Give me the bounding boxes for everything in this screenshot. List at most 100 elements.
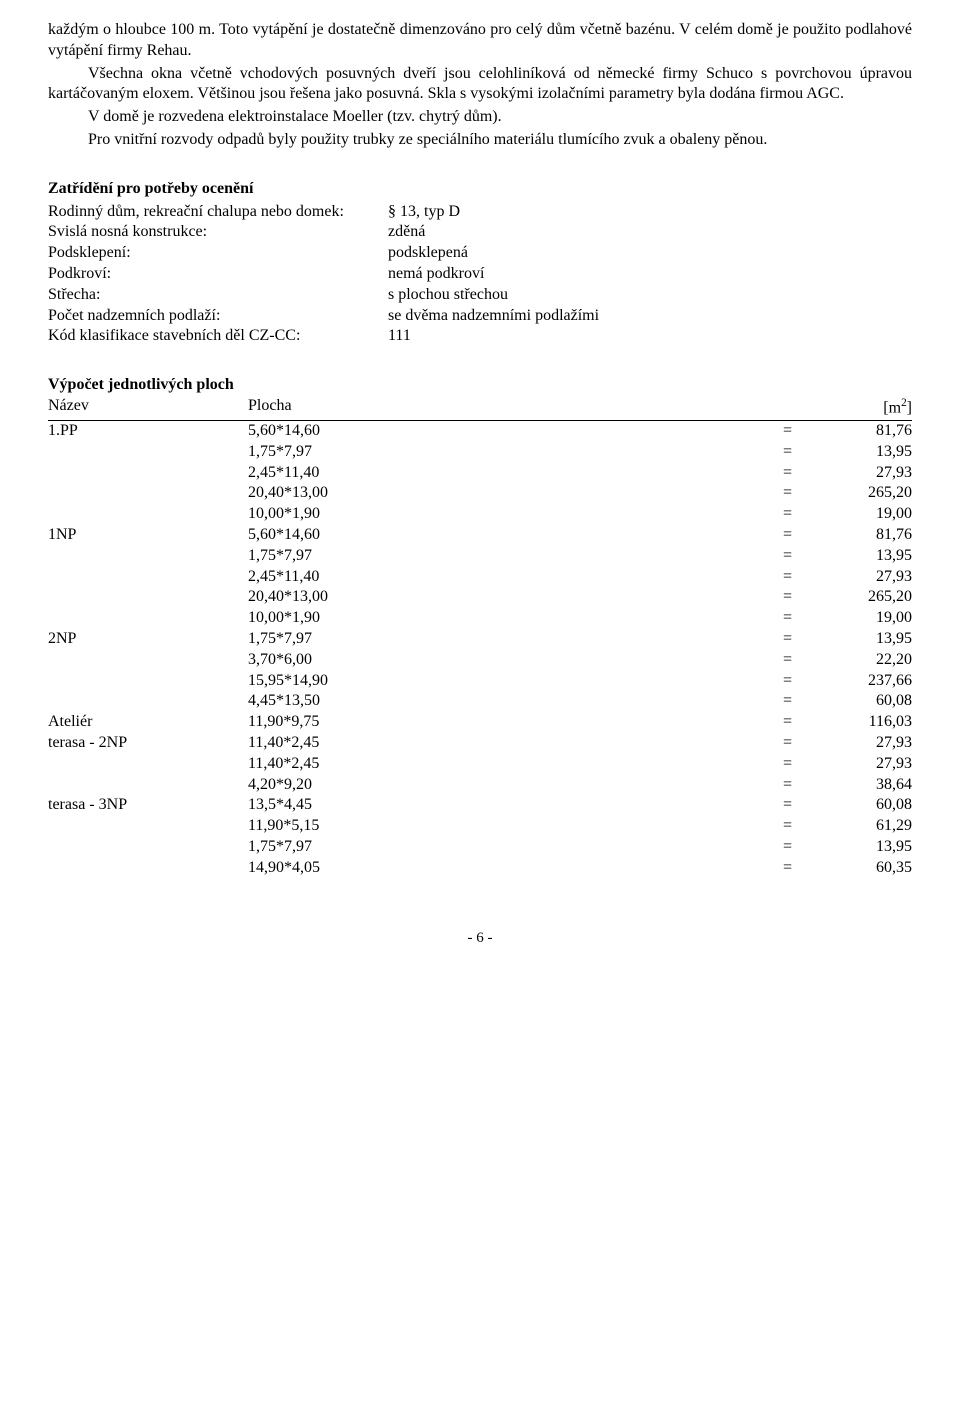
areas-col-plocha: Plocha [248,396,822,419]
areas-row: 4,20*9,20=38,64 [48,775,912,796]
areas-row-expr: 1,75*7,97 [248,442,722,463]
classification-value: s plochou střechou [388,285,912,306]
areas-row-name [48,608,248,629]
areas-row-name: 1NP [48,525,248,546]
areas-row: 1,75*7,97=13,95 [48,837,912,858]
areas-row-expr: 15,95*14,90 [248,671,722,692]
areas-row-val: 60,08 [822,795,912,816]
areas-row-eq: = [722,691,822,712]
areas-row-expr: 4,20*9,20 [248,775,722,796]
areas-row-eq: = [722,795,822,816]
areas-row-eq: = [722,816,822,837]
areas-row-expr: 10,00*1,90 [248,608,722,629]
areas-row-val: 38,64 [822,775,912,796]
areas-row: terasa - 2NP11,40*2,45=27,93 [48,733,912,754]
areas-row-val: 19,00 [822,504,912,525]
areas-row-name: 2NP [48,629,248,650]
areas-row-eq: = [722,546,822,567]
areas-row-eq: = [722,525,822,546]
areas-row-name [48,671,248,692]
areas-row-name [48,650,248,671]
classification-value: § 13, typ D [388,202,912,223]
areas-row-eq: = [722,671,822,692]
areas-row-name: 1.PP [48,421,248,442]
areas-row-val: 13,95 [822,629,912,650]
areas-row-val: 60,35 [822,858,912,879]
areas-row-eq: = [722,463,822,484]
areas-row-expr: 1,75*7,97 [248,837,722,858]
areas-row-eq: = [722,712,822,733]
paragraph-3: V domě je rozvedena elektroinstalace Moe… [48,107,912,128]
classification-row: Počet nadzemních podlaží:se dvěma nadzem… [48,306,912,327]
areas-row-eq: = [722,504,822,525]
areas-row-val: 19,00 [822,608,912,629]
classification-row: Svislá nosná konstrukce:zděná [48,222,912,243]
areas-row-val: 116,03 [822,712,912,733]
areas-row-eq: = [722,754,822,775]
areas-row-name [48,442,248,463]
areas-row-eq: = [722,483,822,504]
classification-value: 111 [388,326,912,347]
classification-row: Kód klasifikace stavebních děl CZ-CC:111 [48,326,912,347]
areas-row-val: 81,76 [822,525,912,546]
areas-row-expr: 13,5*4,45 [248,795,722,816]
classification-row: Rodinný dům, rekreační chalupa nebo dome… [48,202,912,223]
classification-value: podsklepená [388,243,912,264]
unit-prefix: [m [883,399,901,416]
areas-row: 11,40*2,45=27,93 [48,754,912,775]
areas-row-val: 237,66 [822,671,912,692]
areas-row-expr: 4,45*13,50 [248,691,722,712]
areas-row-val: 60,08 [822,691,912,712]
classification-row: Podsklepení:podsklepená [48,243,912,264]
classification-label: Podsklepení: [48,243,388,264]
areas-row-val: 13,95 [822,546,912,567]
areas-row-expr: 2,45*11,40 [248,567,722,588]
areas-row-val: 13,95 [822,442,912,463]
classification-label: Podkroví: [48,264,388,285]
areas-row-name [48,837,248,858]
areas-header-row: Název Plocha [m2] [48,396,912,421]
areas-row-expr: 1,75*7,97 [248,546,722,567]
areas-row: 1.PP5,60*14,60=81,76 [48,421,912,442]
areas-row: 4,45*13,50=60,08 [48,691,912,712]
areas-row-val: 27,93 [822,463,912,484]
areas-row-name [48,546,248,567]
areas-row-expr: 20,40*13,00 [248,587,722,608]
paragraph-4: Pro vnitřní rozvody odpadů byly použity … [48,130,912,151]
areas-row: 1,75*7,97=13,95 [48,442,912,463]
areas-heading: Výpočet jednotlivých ploch [48,375,912,396]
areas-row-val: 81,76 [822,421,912,442]
classification-heading: Zatřídění pro potřeby ocenění [48,179,912,200]
areas-row-name [48,463,248,484]
areas-row-expr: 11,40*2,45 [248,754,722,775]
areas-row-name [48,754,248,775]
classification-label: Střecha: [48,285,388,306]
classification-value: se dvěma nadzemními podlažími [388,306,912,327]
areas-row-val: 27,93 [822,754,912,775]
areas-row-name [48,858,248,879]
areas-row: 3,70*6,00=22,20 [48,650,912,671]
areas-col-unit: [m2] [822,396,912,419]
areas-row: 2,45*11,40=27,93 [48,463,912,484]
areas-row-eq: = [722,587,822,608]
areas-row-val: 22,20 [822,650,912,671]
areas-row: 20,40*13,00=265,20 [48,587,912,608]
areas-row: 10,00*1,90=19,00 [48,504,912,525]
areas-row: 14,90*4,05=60,35 [48,858,912,879]
areas-row-eq: = [722,650,822,671]
areas-row-name [48,587,248,608]
areas-row-expr: 14,90*4,05 [248,858,722,879]
classification-label: Počet nadzemních podlaží: [48,306,388,327]
areas-row-val: 13,95 [822,837,912,858]
classification-row: Střecha:s plochou střechou [48,285,912,306]
areas-row-name: terasa - 3NP [48,795,248,816]
areas-row-eq: = [722,608,822,629]
areas-row-name [48,691,248,712]
areas-row-expr: 11,90*5,15 [248,816,722,837]
areas-row-name [48,775,248,796]
areas-row-expr: 5,60*14,60 [248,525,722,546]
classification-label: Rodinný dům, rekreační chalupa nebo dome… [48,202,388,223]
page-footer: - 6 - [48,929,912,949]
areas-row-name [48,816,248,837]
areas-row: 15,95*14,90=237,66 [48,671,912,692]
